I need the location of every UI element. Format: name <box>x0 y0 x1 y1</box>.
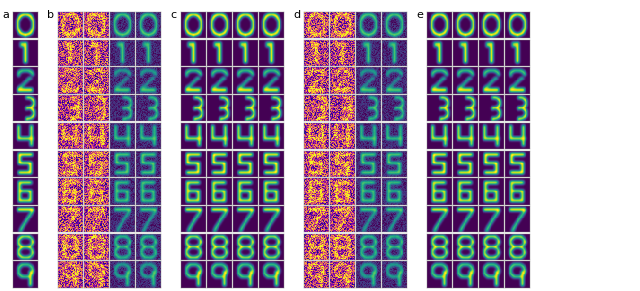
Text: a: a <box>2 10 9 20</box>
Text: b: b <box>47 10 54 20</box>
Text: d: d <box>293 10 300 20</box>
Text: e: e <box>416 10 423 20</box>
Text: c: c <box>170 10 176 20</box>
